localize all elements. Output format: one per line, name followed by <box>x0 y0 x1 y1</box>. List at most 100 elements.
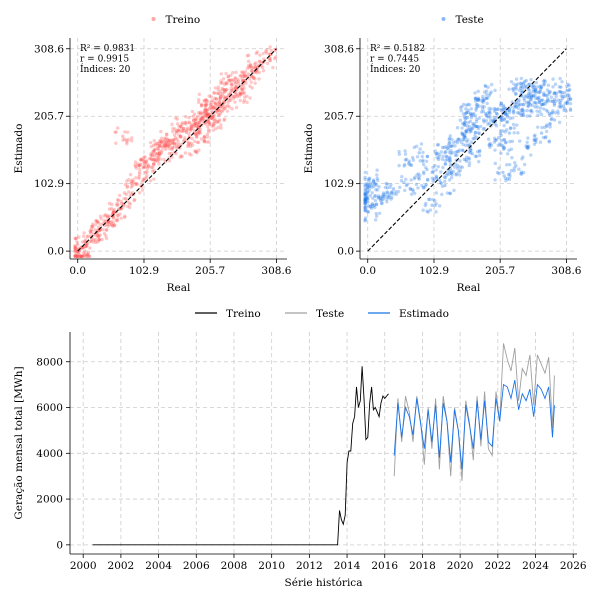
scatter-point <box>187 121 192 125</box>
scatter-point <box>151 150 155 154</box>
scatter-point <box>211 128 215 132</box>
scatter-point <box>126 137 131 142</box>
scatter-point <box>533 94 537 98</box>
scatter-point <box>230 88 234 93</box>
scatter-point <box>505 113 510 117</box>
scatter-point <box>363 199 367 204</box>
scatter-point <box>255 50 259 54</box>
scatter-point <box>533 138 537 143</box>
scatter-point <box>462 134 467 139</box>
scatter-point <box>162 139 166 144</box>
scatter-point <box>445 154 449 159</box>
scatter-point <box>222 100 227 105</box>
scatter-point <box>479 110 484 114</box>
scatter-point <box>525 144 530 149</box>
scatter-point <box>539 85 544 89</box>
scatter-point <box>458 106 463 110</box>
scatter-point <box>425 154 430 159</box>
scatter-point <box>484 96 489 100</box>
x-tick-label: 102.9 <box>129 265 159 277</box>
y-tick-label: 0.0 <box>337 246 354 258</box>
scatter-point <box>130 190 135 195</box>
scatter-point <box>105 220 110 225</box>
scatter-point <box>131 179 136 184</box>
scatter-point <box>229 81 234 86</box>
scatter-point <box>151 165 155 169</box>
scatter-point <box>507 162 512 167</box>
scatter-point <box>486 85 490 89</box>
scatter-point <box>122 191 127 195</box>
scatter-point <box>73 254 77 259</box>
scatter-point <box>105 215 110 220</box>
scatter-point <box>507 131 512 135</box>
scatter-point <box>469 148 473 153</box>
scatter-point <box>193 139 197 144</box>
scatter-point <box>118 193 122 198</box>
scatter-point <box>492 109 497 113</box>
scatter-point <box>216 107 220 112</box>
scatter-point <box>271 65 275 70</box>
scatter-point <box>145 173 149 177</box>
scatter-point <box>548 121 552 126</box>
scatter-point <box>376 195 380 199</box>
scatter-point <box>447 141 451 145</box>
stats-annotation: R² = 0.9831 <box>80 44 135 54</box>
scatter-point <box>172 144 177 149</box>
scatter-point <box>448 169 452 174</box>
scatter-point <box>458 168 462 173</box>
scatter-point <box>516 131 520 135</box>
scatter-point <box>548 125 552 129</box>
scatter-point <box>397 149 401 154</box>
scatter-point <box>204 114 208 119</box>
scatter-point <box>160 139 164 143</box>
scatter-point <box>170 146 174 151</box>
scatter-point <box>220 105 224 109</box>
scatter-point <box>402 164 406 168</box>
scatter-point <box>538 90 543 94</box>
scatter-point <box>187 116 191 120</box>
scatter-point <box>366 210 371 214</box>
scatter-point <box>251 65 255 70</box>
scatter-point <box>491 120 495 124</box>
scatter-point <box>210 107 214 111</box>
scatter-point <box>227 105 232 109</box>
scatter-point <box>210 115 214 120</box>
scatter-point <box>449 171 453 176</box>
scatter-point <box>233 80 237 84</box>
scatter-point <box>196 140 201 145</box>
scatter-point <box>222 96 227 101</box>
scatter-point <box>226 75 230 79</box>
scatter-point <box>370 191 374 195</box>
scatter-point <box>530 103 534 108</box>
scatter-point <box>206 118 211 122</box>
scatter-point <box>147 157 152 161</box>
scatter-point <box>418 147 422 151</box>
scatter-point <box>467 124 472 129</box>
scatter-point <box>84 244 88 248</box>
scatter-point <box>509 79 514 84</box>
scatter-point <box>216 91 221 96</box>
scatter-point <box>268 56 272 60</box>
scatter-point <box>115 217 119 221</box>
scatter-point <box>214 127 218 131</box>
scatter-point <box>505 120 509 124</box>
scatter-point <box>363 193 367 197</box>
scatter-point <box>155 159 160 163</box>
scatter-point <box>202 138 206 143</box>
scatter-point <box>99 217 103 221</box>
scatter-point <box>533 133 537 137</box>
scatter-point <box>440 157 445 161</box>
scatter-point <box>408 187 413 191</box>
scatter-point <box>480 99 484 104</box>
scatter-point <box>521 82 525 87</box>
scatter-point <box>466 102 470 107</box>
scatter-point <box>232 86 236 91</box>
scatter-point <box>177 145 181 149</box>
scatter-point <box>551 99 555 104</box>
scatter-point <box>462 114 467 119</box>
scatter-point <box>472 137 476 141</box>
scatter-point <box>477 116 481 120</box>
scatter-point <box>503 106 507 111</box>
scatter-point <box>261 65 265 70</box>
scatter-point <box>80 254 84 259</box>
